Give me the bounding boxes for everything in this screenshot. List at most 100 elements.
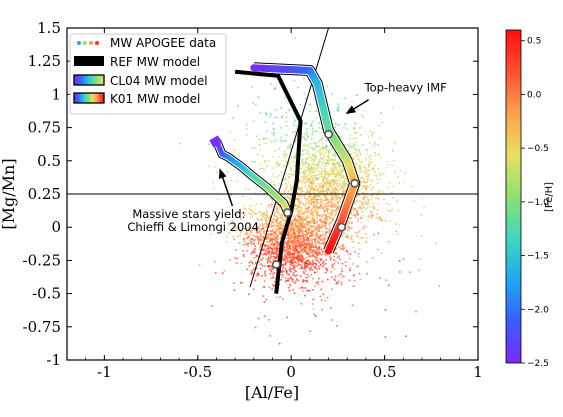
data-point (316, 201, 318, 204)
data-point (334, 204, 336, 207)
data-point (323, 176, 325, 179)
data-point (362, 180, 364, 182)
data-point (319, 240, 322, 242)
data-point (323, 153, 325, 155)
data-point (358, 159, 361, 161)
data-point (392, 106, 394, 109)
data-point (313, 155, 315, 157)
data-point (317, 250, 320, 253)
data-point (379, 216, 382, 218)
data-point (275, 218, 278, 220)
data-point (320, 201, 323, 204)
data-point (267, 160, 270, 162)
data-point (292, 258, 294, 261)
data-point (312, 161, 314, 163)
data-point (312, 213, 314, 216)
data-point (298, 231, 301, 234)
data-point (316, 227, 319, 229)
data-point (294, 246, 296, 249)
data-point (311, 183, 313, 186)
data-point (290, 237, 292, 240)
data-point (310, 196, 312, 198)
data-point (242, 237, 245, 240)
data-point (283, 191, 286, 194)
data-point (255, 222, 258, 224)
data-point (398, 260, 401, 262)
data-point (280, 270, 282, 272)
data-point (306, 206, 308, 208)
data-point (321, 162, 323, 165)
data-point (269, 216, 271, 218)
data-point (274, 251, 277, 253)
data-point (326, 216, 329, 218)
data-point (263, 213, 265, 216)
data-point (307, 171, 309, 173)
data-point (316, 166, 319, 168)
data-point (270, 250, 273, 253)
colorbar-tick-label: −0.5 (527, 144, 549, 154)
data-point (284, 140, 287, 142)
data-point (349, 134, 351, 137)
data-point (379, 178, 381, 181)
data-point (392, 150, 394, 153)
data-point (302, 153, 305, 156)
data-point (305, 262, 307, 264)
data-point (268, 237, 270, 240)
data-point (337, 170, 339, 172)
data-point (305, 226, 307, 229)
data-point (327, 193, 329, 196)
data-point (290, 277, 292, 279)
data-point (283, 190, 286, 192)
data-point (315, 264, 318, 266)
data-point (261, 243, 263, 246)
data-point (273, 140, 275, 143)
data-point (304, 137, 306, 140)
data-point (283, 259, 285, 261)
data-point (254, 160, 256, 163)
data-point (327, 201, 330, 204)
data-point (326, 218, 329, 221)
data-point (270, 269, 272, 272)
data-point (347, 252, 350, 255)
data-point (274, 232, 277, 234)
data-point (322, 249, 324, 251)
data-point (388, 240, 390, 243)
data-point (306, 176, 308, 178)
data-point (324, 151, 327, 154)
data-point (251, 272, 253, 274)
data-point (294, 244, 296, 247)
data-point (340, 205, 342, 207)
data-point (352, 246, 355, 248)
data-point (330, 200, 332, 203)
data-point (398, 182, 400, 184)
data-point (358, 199, 360, 202)
data-point (323, 182, 326, 184)
data-point (324, 173, 326, 175)
data-point (252, 268, 255, 270)
data-point (297, 252, 299, 255)
data-point (318, 246, 320, 249)
data-point (330, 144, 332, 147)
data-point (322, 186, 324, 189)
data-point (294, 261, 296, 263)
data-point (297, 198, 300, 200)
data-point (318, 277, 320, 280)
data-point (300, 213, 302, 215)
data-point (332, 184, 335, 187)
data-point (278, 242, 280, 245)
data-point (354, 202, 356, 205)
data-point (212, 210, 215, 212)
data-point (249, 205, 252, 207)
data-point (319, 226, 321, 229)
data-point (282, 248, 285, 251)
data-point (313, 202, 316, 204)
data-point (305, 163, 307, 165)
data-point (316, 150, 318, 153)
data-point (332, 154, 334, 156)
data-point (226, 206, 229, 209)
data-point (385, 166, 388, 169)
data-point (265, 219, 267, 221)
data-point (259, 168, 261, 170)
data-point (321, 158, 323, 160)
data-point (327, 150, 330, 152)
